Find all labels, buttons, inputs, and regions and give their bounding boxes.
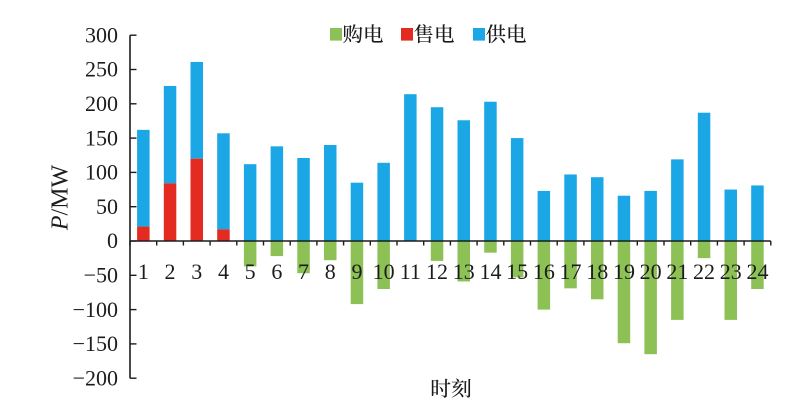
svg-text:16: 16 (533, 259, 555, 284)
svg-text:−100: −100 (73, 297, 118, 322)
svg-text:100: 100 (85, 160, 118, 185)
svg-text:14: 14 (479, 259, 501, 284)
svg-text:15: 15 (506, 259, 528, 284)
svg-text:7: 7 (298, 259, 309, 284)
svg-text:P/MW: P/MW (48, 164, 74, 231)
svg-text:17: 17 (560, 259, 582, 284)
svg-text:6: 6 (271, 259, 282, 284)
svg-text:13: 13 (453, 259, 475, 284)
svg-text:1: 1 (138, 259, 149, 284)
svg-text:4: 4 (218, 259, 229, 284)
svg-text:50: 50 (96, 194, 118, 219)
svg-text:300: 300 (85, 22, 118, 47)
svg-text:22: 22 (693, 259, 715, 284)
svg-text:19: 19 (613, 259, 635, 284)
svg-text:0: 0 (107, 228, 118, 253)
svg-text:20: 20 (640, 259, 662, 284)
svg-text:5: 5 (245, 259, 256, 284)
svg-text:10: 10 (373, 259, 395, 284)
svg-text:12: 12 (426, 259, 448, 284)
svg-text:9: 9 (351, 259, 362, 284)
svg-text:2: 2 (165, 259, 176, 284)
svg-text:8: 8 (325, 259, 336, 284)
svg-text:24: 24 (746, 259, 768, 284)
svg-text:−150: −150 (73, 331, 118, 356)
svg-text:18: 18 (586, 259, 608, 284)
svg-text:150: 150 (85, 125, 118, 150)
svg-text:−200: −200 (73, 365, 118, 390)
svg-text:21: 21 (666, 259, 688, 284)
svg-text:−50: −50 (84, 263, 118, 288)
svg-text:23: 23 (720, 259, 742, 284)
svg-text:11: 11 (400, 259, 421, 284)
svg-text:250: 250 (85, 57, 118, 82)
svg-text:200: 200 (85, 91, 118, 116)
svg-text:3: 3 (191, 259, 202, 284)
